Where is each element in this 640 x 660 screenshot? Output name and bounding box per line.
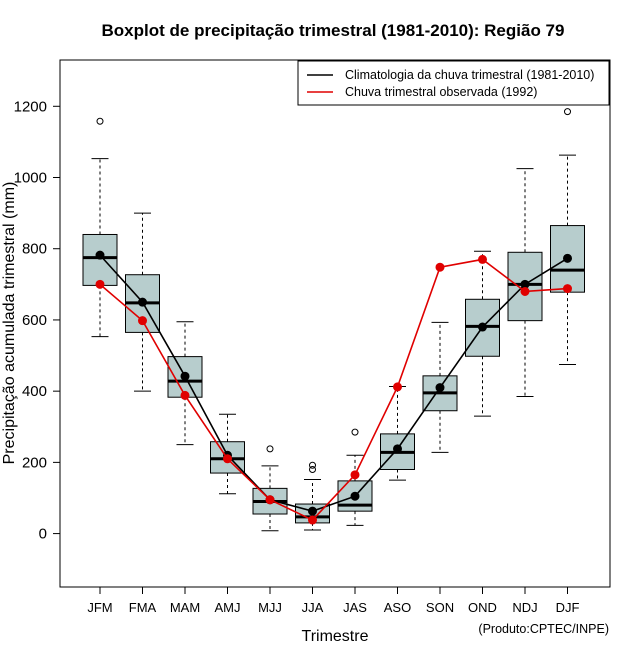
outlier-point <box>309 461 316 469</box>
series-point-1 <box>308 515 317 525</box>
series-point-0 <box>180 371 190 381</box>
series-point-0 <box>435 383 445 393</box>
boxplot-jfm <box>82 117 118 338</box>
series-point-1 <box>520 286 530 296</box>
x-tick-label: JJA <box>302 600 324 615</box>
y-tick-label: 800 <box>22 241 47 258</box>
x-tick-label: DJF <box>556 600 580 615</box>
series-point-1 <box>478 254 487 264</box>
x-tick-label: JFM <box>87 600 112 615</box>
series-point-0 <box>138 297 147 307</box>
x-tick-label: NDJ <box>512 600 537 615</box>
y-tick-label: 200 <box>22 454 47 471</box>
y-tick-label: 1200 <box>14 98 47 115</box>
series-point-0 <box>478 322 487 332</box>
series-point-0 <box>308 506 317 516</box>
x-tick-label: ASO <box>384 600 411 615</box>
chart-title: Boxplot de precipitação trimestral (1981… <box>102 21 565 40</box>
credit-label: (Produto:CPTEC/INPE) <box>478 622 609 636</box>
series-point-1 <box>435 262 445 272</box>
x-tick-label: SON <box>426 600 454 615</box>
boxplot-ond <box>465 250 500 417</box>
boxplots <box>82 108 585 532</box>
series-line-0 <box>99 254 568 512</box>
outlier-point <box>266 445 274 453</box>
box-iqr <box>507 251 543 322</box>
boxplot-mjj <box>252 445 288 532</box>
x-tick-label: FMA <box>129 600 157 615</box>
series-point-1 <box>223 454 232 464</box>
x-tick-label: AMJ <box>215 600 241 615</box>
x-axis: JFM FMA MAM AMJ MJJ JJA JAS ASO SON OND NDJ DJF <box>87 587 579 615</box>
series-line-1 <box>99 258 568 522</box>
series-point-1 <box>393 382 402 392</box>
legend-label-climatology: Climatologia da chuva trimestral (1981-2… <box>345 68 594 82</box>
x-axis-label: Trimestre <box>302 628 369 645</box>
series-point-1 <box>265 495 275 505</box>
outlier-point <box>351 428 359 436</box>
y-tick-label: 1000 <box>14 170 47 187</box>
series-lines <box>95 250 572 525</box>
boxplot-djf <box>550 108 585 365</box>
series-point-0 <box>95 250 105 260</box>
legend-label-observed: Chuva trimestral observada (1992) <box>345 85 537 99</box>
x-tick-label: JAS <box>343 600 367 615</box>
outlier-point <box>96 117 104 125</box>
boxplot-mam <box>167 321 203 446</box>
y-tick-label: 400 <box>22 383 47 400</box>
outlier-point <box>564 108 571 116</box>
series-point-0 <box>393 444 402 454</box>
series-point-1 <box>350 470 360 480</box>
series-point-1 <box>563 284 572 294</box>
x-tick-label: MAM <box>170 600 200 615</box>
y-axis-label: Precipitação acumulada trimestral (mm) <box>1 182 18 465</box>
outlier-point <box>309 465 316 473</box>
box-iqr <box>82 233 118 286</box>
x-tick-label: OND <box>468 600 497 615</box>
x-tick-label: MJJ <box>258 600 282 615</box>
plot-frame <box>59 59 611 588</box>
boxplot-ndj <box>507 168 543 397</box>
series-point-1 <box>180 390 190 400</box>
series-point-1 <box>138 316 147 326</box>
series-point-0 <box>563 253 572 263</box>
legend-box <box>297 60 610 106</box>
y-tick-label: 600 <box>22 312 47 329</box>
series-point-0 <box>350 491 360 501</box>
y-axis: 0 200 400 600 800 1000 1200 <box>14 98 60 543</box>
legend: Climatologia da chuva trimestral (1981-2… <box>297 60 610 106</box>
boxplot-aso <box>380 386 415 481</box>
series-point-1 <box>95 279 105 289</box>
y-tick-label: 0 <box>39 526 47 543</box>
